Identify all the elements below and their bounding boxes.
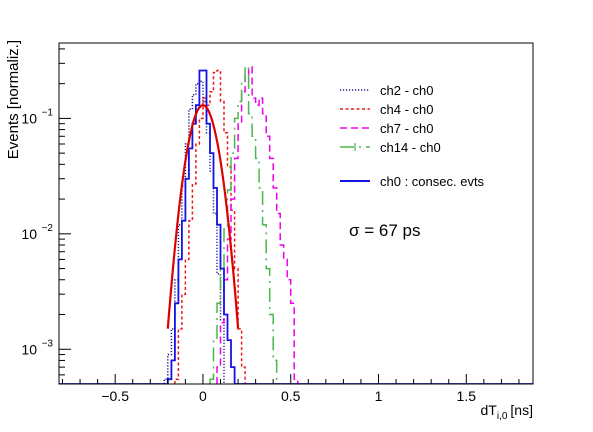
series-0-histogram bbox=[163, 80, 225, 384]
y-tick-label-exponent: −3 bbox=[42, 338, 54, 349]
legend-label-2: ch7 - ch0 bbox=[380, 121, 433, 136]
legend-label-1: ch4 - ch0 bbox=[380, 102, 433, 117]
y-tick-label-exponent: −2 bbox=[42, 223, 54, 234]
legend-label-4: ch0 : consec. evts bbox=[380, 174, 485, 189]
legend-label-3: ch14 - ch0 bbox=[380, 140, 441, 155]
axes-layer: −0.5 0 0.5 1 1.5 10 −3 10 −2 10 −1 bbox=[21, 48, 520, 404]
series-1-histogram bbox=[174, 69, 246, 384]
series-3-histogram bbox=[209, 66, 278, 384]
x-tick-label: −0.5 bbox=[101, 388, 129, 404]
y-tick-label-exponent: −1 bbox=[42, 107, 54, 118]
x-axis-label-main: dT bbox=[481, 402, 498, 418]
plot-layer bbox=[59, 66, 533, 384]
x-tick-label: 1.5 bbox=[457, 388, 477, 404]
x-axis-label-subscript: i,0 bbox=[497, 411, 508, 422]
y-tick-label: 10 bbox=[21, 341, 37, 357]
legend: ch2 - ch0 ch4 - ch0 ch7 - ch0 ch14 - ch0 ch0… bbox=[340, 83, 485, 189]
series-4-histogram bbox=[59, 69, 533, 384]
gaussian-fit-curve bbox=[166, 104, 240, 329]
x-tick-label: 1 bbox=[375, 388, 383, 404]
plot-frame bbox=[58, 42, 534, 385]
x-axis-label-unit: [ns] bbox=[510, 402, 533, 418]
sigma-annotation: σ = 67 ps bbox=[349, 221, 420, 240]
y-tick-label: 10 bbox=[21, 226, 37, 242]
plot-area bbox=[59, 66, 533, 384]
x-axis-label: dTi,0 [ns] bbox=[481, 402, 533, 422]
x-tick-label: 0.5 bbox=[281, 388, 301, 404]
y-axis-label: Events [normaliz.] bbox=[5, 40, 22, 159]
x-tick-label: 0 bbox=[199, 388, 207, 404]
y-tick-label: 10 bbox=[21, 110, 37, 126]
legend-label-0: ch2 - ch0 bbox=[380, 83, 433, 98]
